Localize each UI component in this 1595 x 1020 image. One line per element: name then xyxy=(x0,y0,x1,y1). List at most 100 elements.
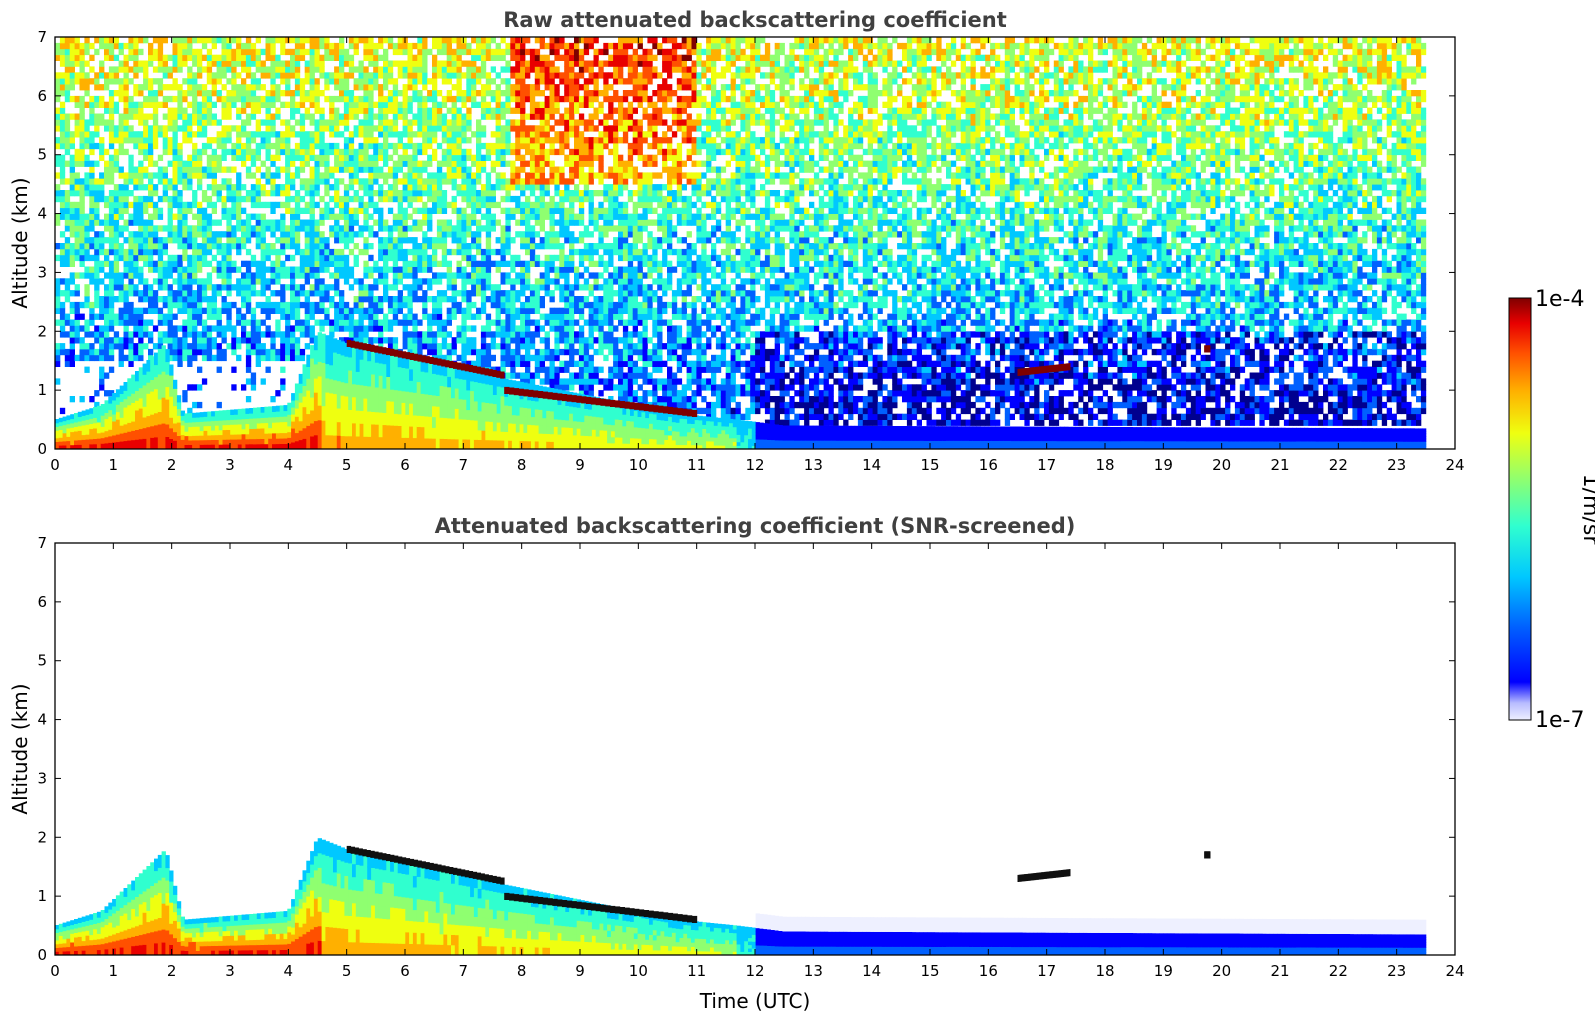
noise-cell xyxy=(368,95,374,103)
noise-cell xyxy=(559,319,565,326)
noise-cell xyxy=(363,42,369,50)
noise-cell xyxy=(177,48,183,56)
noise-cell xyxy=(99,148,105,156)
noise-cell xyxy=(162,319,168,326)
noise-cell xyxy=(466,48,472,56)
noise-cell xyxy=(104,390,110,397)
noise-cell xyxy=(290,101,296,108)
noise-cell xyxy=(622,331,629,338)
noise-cell xyxy=(79,231,85,238)
noise-cell xyxy=(564,207,570,214)
noise-cell xyxy=(451,84,457,91)
noise-cell xyxy=(485,272,492,279)
noise-cell xyxy=(348,184,355,191)
noise-cell xyxy=(402,195,408,203)
noise-cell xyxy=(59,313,66,320)
noise-cell xyxy=(118,84,124,91)
noise-cell xyxy=(245,360,252,367)
noise-cell xyxy=(157,78,164,85)
noise-cell xyxy=(578,84,585,91)
noise-cell xyxy=(89,148,95,156)
noise-cell xyxy=(275,201,281,209)
noise-cell xyxy=(216,331,222,338)
noise-cell xyxy=(480,337,487,344)
noise-cell xyxy=(525,354,531,362)
noise-cell xyxy=(407,184,413,191)
noise-cell xyxy=(197,201,203,209)
noise-cell xyxy=(471,207,477,214)
noise-cell xyxy=(152,107,159,114)
noise-cell xyxy=(319,319,325,326)
noise-cell xyxy=(157,178,164,185)
noise-cell xyxy=(236,337,242,344)
noise-cell xyxy=(285,72,291,79)
noise-cell xyxy=(417,131,423,138)
noise-cell xyxy=(417,48,423,56)
noise-cell xyxy=(412,54,418,61)
noise-cell xyxy=(152,278,159,285)
noise-cell xyxy=(451,119,457,126)
noise-cell xyxy=(250,172,257,179)
noise-cell xyxy=(108,343,115,350)
noise-cell xyxy=(569,301,575,309)
noise-cell xyxy=(177,325,183,332)
noise-cell xyxy=(265,107,271,114)
noise-cell xyxy=(480,272,487,279)
noise-cell xyxy=(270,125,276,132)
noise-cell xyxy=(510,319,516,326)
noise-cell xyxy=(94,278,100,285)
noise-cell xyxy=(485,219,492,226)
noise-cell xyxy=(343,243,350,250)
noise-cell xyxy=(260,284,266,291)
noise-cell xyxy=(534,72,541,79)
noise-cell xyxy=(133,72,139,79)
noise-cell xyxy=(422,142,428,150)
noise-cell xyxy=(588,372,594,379)
noise-cell xyxy=(427,90,433,97)
noise-cell xyxy=(104,101,110,108)
noise-cell xyxy=(157,195,164,203)
noise-cell xyxy=(74,154,80,161)
noise-cell xyxy=(471,290,477,297)
noise-cell xyxy=(451,160,457,167)
noise-cell xyxy=(373,313,379,320)
noise-cell xyxy=(104,84,110,91)
noise-cell xyxy=(593,348,599,356)
noise-cell xyxy=(201,66,208,73)
noise-cell xyxy=(172,37,178,44)
noise-cell xyxy=(55,343,61,350)
noise-cell xyxy=(324,72,330,79)
noise-cell xyxy=(187,113,193,120)
noise-cell xyxy=(216,348,222,356)
noise-cell xyxy=(216,60,222,67)
noise-cell xyxy=(471,72,477,79)
noise-cell xyxy=(148,260,154,267)
noise-cell xyxy=(559,366,565,373)
noise-cell xyxy=(94,325,100,332)
noise-cell xyxy=(432,54,438,61)
noise-cell xyxy=(564,95,570,103)
noise-cell xyxy=(373,296,379,303)
noise-cell xyxy=(245,354,252,362)
noise-cell xyxy=(113,184,120,191)
noise-cell xyxy=(603,90,609,97)
noise-cell xyxy=(368,107,374,114)
noise-cell xyxy=(574,142,580,150)
noise-cell xyxy=(275,290,281,297)
noise-cell xyxy=(441,101,448,108)
noise-cell xyxy=(84,319,90,326)
noise-cell xyxy=(348,213,355,220)
noise-cell xyxy=(383,319,389,326)
noise-cell xyxy=(152,231,159,238)
noise-cell xyxy=(270,243,276,250)
noise-cell xyxy=(627,37,634,44)
noise-cell xyxy=(143,325,149,332)
noise-cell xyxy=(471,272,477,279)
noise-cell xyxy=(314,48,320,56)
noise-cell xyxy=(574,42,580,50)
noise-cell xyxy=(358,231,364,238)
noise-cell xyxy=(123,137,129,144)
noise-cell xyxy=(143,172,149,179)
noise-cell xyxy=(275,54,281,61)
noise-cell xyxy=(324,307,330,314)
